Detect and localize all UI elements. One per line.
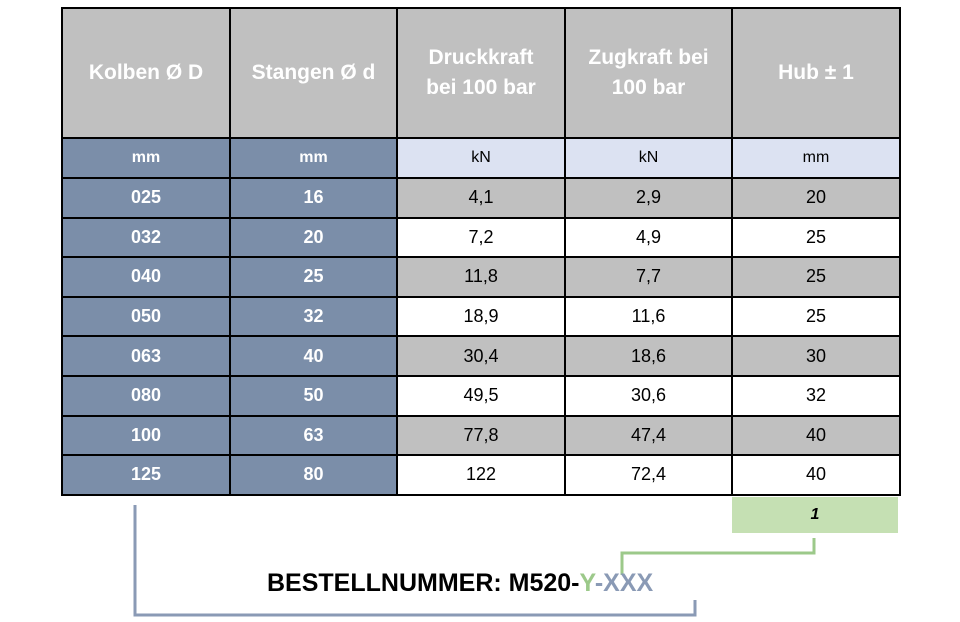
table-cell: 16 xyxy=(229,177,398,219)
table-cell: 18,6 xyxy=(564,335,733,377)
table-cell: 080 xyxy=(61,374,231,417)
table-cell: 20 xyxy=(229,216,398,259)
table-row: 050 32 18,9 11,6 25 xyxy=(61,295,901,338)
table-cell: 30,6 xyxy=(564,374,733,417)
header-zugkraft-label: Zugkraft bei 100 bar xyxy=(588,46,709,99)
order-number-dash: - xyxy=(594,569,604,597)
table-cell: 77,8 xyxy=(396,414,566,457)
table-cell: 063 xyxy=(61,335,231,377)
table-cell: 25 xyxy=(731,295,901,338)
table-row: 025 16 4,1 2,9 20 xyxy=(61,177,901,219)
table-cell: 47,4 xyxy=(564,414,733,457)
table-cell: 25 xyxy=(731,256,901,298)
unit-cell: kN xyxy=(396,137,566,179)
table-cell: 30,4 xyxy=(396,335,566,377)
table-cell: 7,7 xyxy=(564,256,733,298)
header-stangen: Stangen Ø d xyxy=(229,7,398,139)
stroke-code-box: 1 xyxy=(732,497,898,533)
table-cell: 4,1 xyxy=(396,177,566,219)
table-cell: 040 xyxy=(61,256,231,298)
table-cell: 40 xyxy=(229,335,398,377)
table-row: 032 20 7,2 4,9 25 xyxy=(61,216,901,259)
table-row: 063 40 30,4 18,6 30 xyxy=(61,335,901,377)
header-kolben: Kolben Ø D xyxy=(61,7,231,139)
table-cell: 40 xyxy=(731,454,901,496)
table-cell: 125 xyxy=(61,454,231,496)
table-cell: 25 xyxy=(229,256,398,298)
order-number-y: Y xyxy=(579,569,595,597)
spec-table: Kolben Ø D Stangen Ø d Druckkraft bei 10… xyxy=(61,7,901,496)
table-cell: 2,9 xyxy=(564,177,733,219)
table-cell: 49,5 xyxy=(396,374,566,417)
table-cell: 025 xyxy=(61,177,231,219)
order-number-x: XXX xyxy=(603,569,654,597)
table-row: 080 50 49,5 30,6 32 xyxy=(61,374,901,417)
table-cell: 30 xyxy=(731,335,901,377)
unit-cell: mm xyxy=(229,137,398,179)
table-cell: 032 xyxy=(61,216,231,259)
table-row: 100 63 77,8 47,4 40 xyxy=(61,414,901,457)
unit-cell: mm xyxy=(731,137,901,179)
table-cell: 32 xyxy=(229,295,398,338)
table-cell: 80 xyxy=(229,454,398,496)
order-number-prefix: BESTELLNUMMER: M520- xyxy=(267,569,580,597)
header-druckkraft-label: Druckkraft bei 100 bar xyxy=(426,46,536,99)
table-row: 125 80 122 72,4 40 xyxy=(61,454,901,496)
table-cell: 20 xyxy=(731,177,901,219)
table-cell: 32 xyxy=(731,374,901,417)
header-druckkraft: Druckkraft bei 100 bar xyxy=(396,7,566,139)
table-cell: 63 xyxy=(229,414,398,457)
units-row: mm mm kN kN mm xyxy=(61,137,901,179)
unit-cell: kN xyxy=(564,137,733,179)
x-connector-line xyxy=(133,505,697,617)
order-number: BESTELLNUMMER: M520-Y-XXX xyxy=(267,569,653,598)
y-connector-line xyxy=(620,538,816,575)
header-row: Kolben Ø D Stangen Ø d Druckkraft bei 10… xyxy=(61,7,901,139)
table-cell: 40 xyxy=(731,414,901,457)
header-hub: Hub ± 1 xyxy=(731,7,901,139)
table-cell: 050 xyxy=(61,295,231,338)
table-cell: 100 xyxy=(61,414,231,457)
table-cell: 50 xyxy=(229,374,398,417)
stroke-code-label: 1 xyxy=(810,506,820,523)
table-cell: 18,9 xyxy=(396,295,566,338)
table-cell: 122 xyxy=(396,454,566,496)
table-cell: 11,6 xyxy=(564,295,733,338)
table-cell: 7,2 xyxy=(396,216,566,259)
table-row: 040 25 11,8 7,7 25 xyxy=(61,256,901,298)
table-cell: 11,8 xyxy=(396,256,566,298)
unit-cell: mm xyxy=(61,137,231,179)
table-cell: 25 xyxy=(731,216,901,259)
table-cell: 72,4 xyxy=(564,454,733,496)
header-zugkraft: Zugkraft bei 100 bar xyxy=(564,7,733,139)
table-cell: 4,9 xyxy=(564,216,733,259)
